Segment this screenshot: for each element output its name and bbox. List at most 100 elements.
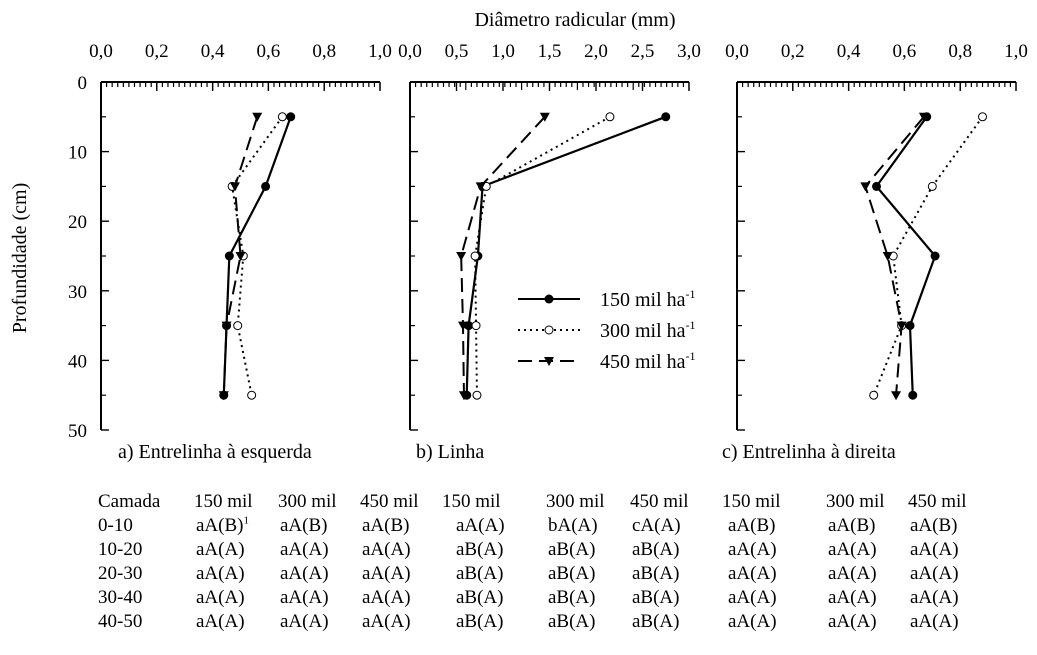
y-axis-label: Profundidade (cm)	[9, 183, 31, 334]
data-point	[896, 321, 907, 331]
table-cell: aA(A)	[280, 587, 329, 608]
data-point	[908, 390, 918, 400]
data-point	[869, 390, 879, 400]
y-tick-label: 0	[78, 73, 88, 94]
data-point	[472, 390, 482, 400]
table-cell: aA(A)	[828, 563, 877, 584]
x-tick-label: 0,2	[781, 41, 805, 62]
table-cell: aA(A)	[728, 587, 777, 608]
table-cell: aA(A)	[828, 587, 877, 608]
table-header-cell: 450 mil	[360, 491, 419, 512]
table-row: 10-20 aA(A) aA(A) aA(A) aB(A) aB(A) aB(A) aA(A)…	[98, 538, 990, 562]
table-cell: aA(A)	[910, 563, 959, 584]
x-tick-label: 1,5	[538, 41, 562, 62]
x-tick-label: 0,5	[445, 41, 469, 62]
table-cell: aA(A)	[196, 587, 245, 608]
data-point	[229, 182, 240, 192]
data-point	[605, 112, 615, 122]
table-header-cell: 150 mil	[722, 491, 781, 512]
series-line-3	[460, 116, 546, 396]
x-tick-label: 3,0	[677, 41, 701, 62]
table-header-cell: 300 mil	[546, 491, 605, 512]
table-cell: aA(A)	[280, 563, 329, 584]
table-cell: aB(A)	[456, 587, 504, 608]
table-cell: cA(A)	[632, 515, 681, 536]
table-cell: aA(A)	[828, 611, 877, 632]
x-tick-label: 0,0	[398, 41, 422, 62]
x-tick-label: 0,4	[201, 41, 225, 62]
data-point	[930, 251, 940, 261]
data-point	[286, 112, 296, 122]
x-tick-label: 0,0	[725, 41, 749, 62]
table-cell: aA(A)	[280, 611, 329, 632]
layer-cell: 20-30	[98, 563, 143, 584]
data-point	[470, 251, 480, 261]
table-cell: aA(A)	[910, 611, 959, 632]
data-point	[456, 252, 467, 261]
data-point	[661, 112, 671, 122]
y-tick-label: 30	[68, 282, 87, 303]
x-tick-label: 1,0	[1004, 41, 1028, 62]
data-point	[235, 252, 246, 261]
x-tick-label: 1,0	[368, 41, 392, 62]
x-tick-label: 0,6	[257, 41, 281, 62]
x-tick-label: 0,4	[837, 41, 861, 62]
table-cell: aB(A)	[632, 587, 680, 608]
x-tick-label: 0,6	[893, 41, 917, 62]
table-cell: aB(A)	[456, 539, 504, 560]
panel-title: a) Entrelinha à esquerda	[118, 441, 312, 463]
chart-panel-1: 0,0 0,2 0,4 0,6 0,8 1,0 0 10 20 30 40 50 a) Entrelin…	[68, 41, 392, 463]
data-point	[261, 181, 271, 191]
data-point	[905, 321, 915, 331]
table-cell: aB(A)	[456, 611, 504, 632]
table-header-cell: 300 mil	[826, 491, 885, 512]
y-tick-label: 10	[68, 143, 87, 164]
x-tick-label: 0,8	[948, 41, 972, 62]
x-tick-label: 2,5	[631, 41, 655, 62]
table-cell: aA(A)	[362, 611, 411, 632]
data-point	[539, 112, 550, 122]
panel-title: c) Entrelinha à direita	[722, 441, 896, 463]
table-cell: aA(A)	[362, 539, 411, 560]
top-axis-label: Diâmetro radicular (mm)	[474, 9, 675, 31]
data-point	[471, 321, 481, 331]
table-cell: aB(A)	[632, 563, 680, 584]
table-cell: aB(A)	[456, 563, 504, 584]
data-point	[978, 112, 988, 122]
layer-cell: 10-20	[98, 539, 143, 560]
table-cell: aB(A)	[548, 611, 596, 632]
legend: 150 mil ha-1 300 mil ha-1 450 mil ha-1	[518, 287, 696, 373]
data-point	[247, 390, 257, 400]
table-cell: aA(A)	[280, 539, 329, 560]
data-point	[918, 112, 929, 122]
x-tick-label: 2,0	[584, 41, 608, 62]
table-cell: aA(B)	[828, 515, 876, 536]
data-point	[872, 181, 881, 191]
data-point	[277, 112, 287, 122]
y-tick-label: 20	[68, 212, 87, 233]
table-cell: aB(A)	[632, 539, 680, 560]
table-cell: aB(A)	[548, 563, 596, 584]
table-cell: aA(B)	[728, 515, 776, 536]
table-cell: aA(A)	[910, 587, 959, 608]
x-tick-label: 1,0	[491, 41, 515, 62]
table-cell: aA(A)	[728, 539, 777, 560]
panel-title: b) Linha	[416, 441, 484, 463]
data-point	[458, 391, 469, 401]
table-header-cell: 300 mil	[278, 491, 337, 512]
y-tick-label: 40	[68, 351, 87, 372]
legend-marker-3	[544, 357, 554, 366]
chart-panel-2: 0,0 0,5 1,0 1,5 2,0 2,5 3,0 b) Linha	[398, 41, 701, 463]
table-header-cell: 450 mil	[630, 491, 689, 512]
layer-cell: 0-10	[98, 515, 133, 536]
table-cell: aB(A)	[548, 539, 596, 560]
table-header-row: Camada 150 mil 300 mil 450 mil 150 mil 300 mi…	[98, 490, 990, 514]
data-point	[475, 182, 486, 192]
series-line-2	[474, 115, 611, 396]
table-cell: aB(A)	[632, 611, 680, 632]
data-point	[458, 321, 469, 331]
table-cell: aA(A)	[910, 539, 959, 560]
data-point	[233, 321, 243, 331]
y-tick-label: 50	[68, 421, 87, 442]
legend-label-3: 450 mil ha-1	[600, 349, 696, 373]
